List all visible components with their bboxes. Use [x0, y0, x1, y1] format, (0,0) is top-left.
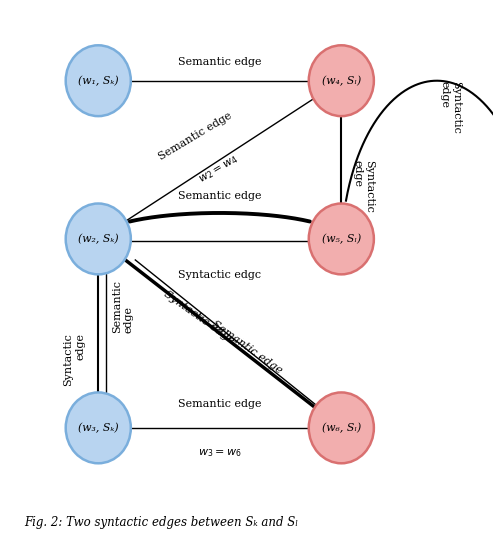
Text: (w₂, Sₖ): (w₂, Sₖ) [78, 234, 119, 244]
Text: $w_2=w_4$: $w_2=w_4$ [197, 153, 240, 186]
Text: Semantic edge: Semantic edge [178, 399, 261, 409]
Text: (w₅, Sₗ): (w₅, Sₗ) [322, 234, 361, 244]
Text: Semantic edge: Semantic edge [178, 57, 261, 66]
Circle shape [65, 203, 131, 274]
Text: (w₃, Sₖ): (w₃, Sₖ) [78, 423, 119, 433]
Text: Syntactic edge: Syntactic edge [162, 289, 236, 346]
Text: Semantic edge: Semantic edge [178, 191, 261, 201]
Circle shape [309, 392, 374, 463]
Text: Syntactic
edge: Syntactic edge [439, 81, 461, 134]
Text: Semantic
edge: Semantic edge [112, 280, 133, 333]
Text: Semantic edge: Semantic edge [210, 318, 284, 375]
Circle shape [65, 392, 131, 463]
Text: $w_3=w_6$: $w_3=w_6$ [198, 447, 242, 459]
Text: Syntactic
edge: Syntactic edge [63, 333, 85, 386]
Text: (w₆, Sₗ): (w₆, Sₗ) [322, 423, 361, 433]
Text: Syntactic
edge: Syntactic edge [352, 160, 374, 213]
Text: Syntactic edgc: Syntactic edgc [178, 270, 261, 280]
Circle shape [309, 203, 374, 274]
Text: Fig. 2: Two syntactic edges between Sₖ and Sₗ: Fig. 2: Two syntactic edges between Sₖ a… [24, 516, 299, 529]
Text: (w₄, Sₗ): (w₄, Sₗ) [322, 76, 361, 86]
Circle shape [309, 45, 374, 116]
Text: (w₁, Sₖ): (w₁, Sₖ) [78, 76, 119, 86]
Text: Semantic edge: Semantic edge [157, 111, 234, 162]
Circle shape [65, 45, 131, 116]
